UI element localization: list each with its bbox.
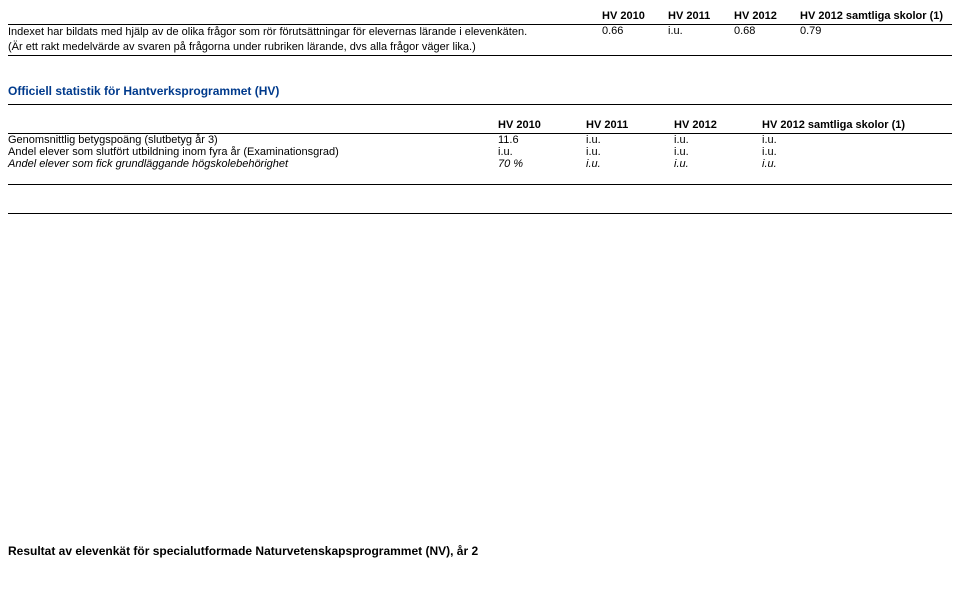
row-val: i.u. xyxy=(668,158,756,170)
col-hv2011: HV 2011 xyxy=(662,10,728,25)
row-val: i.u. xyxy=(756,146,952,158)
row-val: 11.6 xyxy=(492,133,580,146)
index-table: HV 2010 HV 2011 HV 2012 HV 2012 samtliga… xyxy=(8,10,952,56)
section-title: Officiell statistik för Hantverksprogram… xyxy=(8,84,952,98)
table-row: Andel elever som fick grundläggande högs… xyxy=(8,158,952,170)
row-val: i.u. xyxy=(492,146,580,158)
row-label: Genomsnittlig betygspoäng (slutbetyg år … xyxy=(8,133,492,146)
row-val: 70 % xyxy=(492,158,580,170)
col2-hv2010: HV 2010 xyxy=(492,119,580,134)
index-desc-line1: Indexet har bildats med hjälp av de olik… xyxy=(8,26,527,38)
val-2012-all: 0.79 xyxy=(794,25,952,56)
row-val: i.u. xyxy=(580,133,668,146)
val-2011: i.u. xyxy=(662,25,728,56)
table-row: Genomsnittlig betygspoäng (slutbetyg år … xyxy=(8,133,952,146)
row-val: i.u. xyxy=(580,158,668,170)
bottom-section-title: Resultat av elevenkät för specialutforma… xyxy=(8,544,952,558)
row-label: Andel elever som slutfört utbildning ino… xyxy=(8,146,492,158)
row-val: i.u. xyxy=(668,146,756,158)
statistics-table: HV 2010 HV 2011 HV 2012 HV 2012 samtliga… xyxy=(8,104,952,214)
row-val: i.u. xyxy=(580,146,668,158)
col-hv2010: HV 2010 xyxy=(596,10,662,25)
row-val: i.u. xyxy=(756,133,952,146)
table-row: Andel elever som slutfört utbildning ino… xyxy=(8,146,952,158)
index-description: Indexet har bildats med hjälp av de olik… xyxy=(8,25,596,56)
val-2012: 0.68 xyxy=(728,25,794,56)
row-val: i.u. xyxy=(756,158,952,170)
index-desc-line2: (Är ett rakt medelvärde av svaren på frå… xyxy=(8,41,476,53)
col2-hv2012: HV 2012 xyxy=(668,119,756,134)
col-hv2012-all: HV 2012 samtliga skolor (1) xyxy=(794,10,952,25)
row-val: i.u. xyxy=(668,133,756,146)
col-hv2012: HV 2012 xyxy=(728,10,794,25)
col2-hv2012-all: HV 2012 samtliga skolor (1) xyxy=(756,119,952,134)
col2-hv2011: HV 2011 xyxy=(580,119,668,134)
val-2010: 0.66 xyxy=(596,25,662,56)
row-label: Andel elever som fick grundläggande högs… xyxy=(8,158,492,170)
